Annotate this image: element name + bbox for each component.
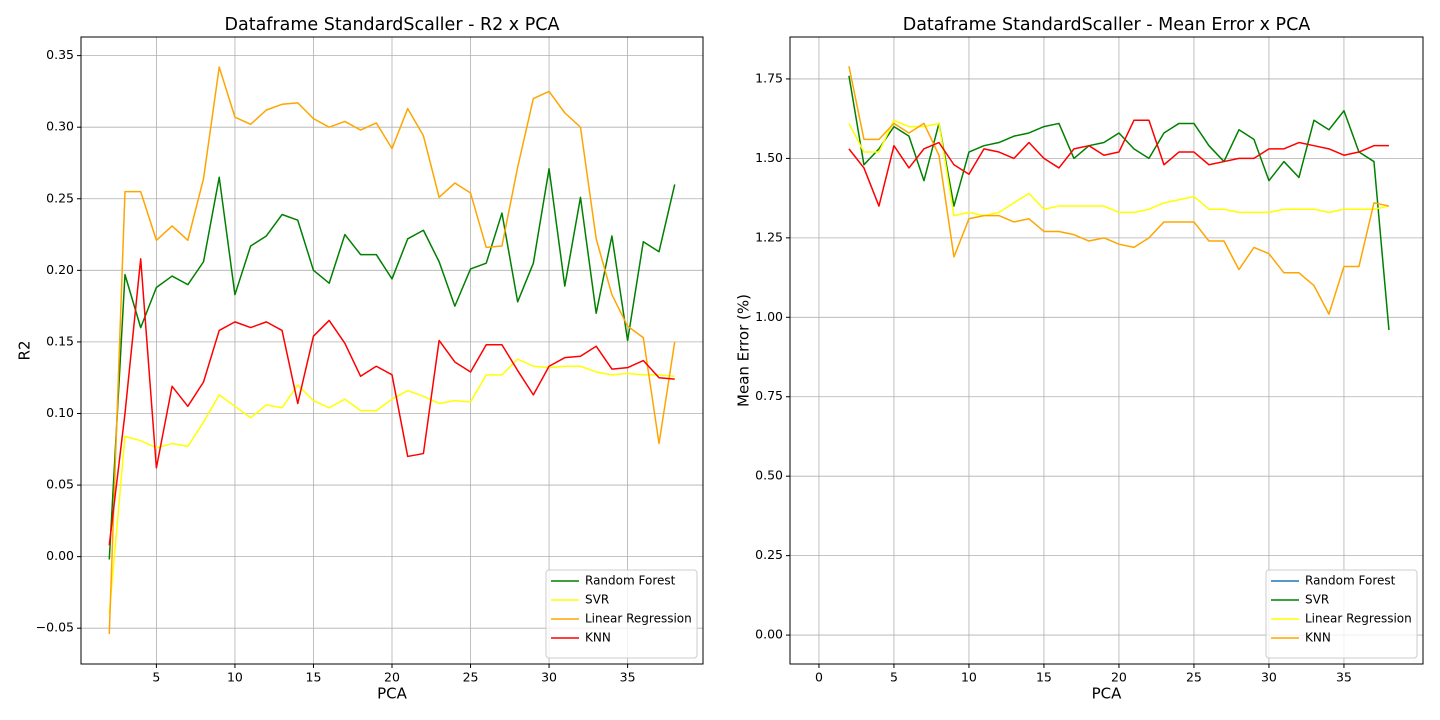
x-tick-label: 15 xyxy=(1036,670,1052,685)
subplot: 5 10 15 20 25 30 35 −0.05 0.00 0.05 0.10 0.15 0.20 0.… xyxy=(16,15,704,703)
y-tick-label: 0.15 xyxy=(46,333,74,348)
y-tick-label: 0.50 xyxy=(755,468,783,483)
legend-label: Random Forest xyxy=(1305,574,1396,588)
x-tick-label: 0 xyxy=(815,670,823,685)
y-tick-label: 1.25 xyxy=(755,229,783,244)
legend-label: Random Forest xyxy=(585,574,676,588)
y-tick-label: 0.25 xyxy=(755,547,783,562)
y-tick-label: 0.20 xyxy=(46,262,74,277)
subplot: 0 5 10 15 20 25 30 35 0.00 0.25 0.50 0.75 1.00 1.25 1.… xyxy=(735,15,1424,703)
x-tick-label: 5 xyxy=(152,670,160,685)
legend-label: SVR xyxy=(1305,593,1329,607)
series-line xyxy=(108,358,675,614)
series-line xyxy=(848,66,1390,315)
legend-label: SVR xyxy=(585,593,609,607)
x-tick-label: 5 xyxy=(890,670,898,685)
chart-title: Dataframe StandardScaller - R2 x PCA xyxy=(225,15,560,35)
chart-title: Dataframe StandardScaller - Mean Error x… xyxy=(903,15,1311,35)
series-line xyxy=(848,119,1390,217)
x-tick-label: 30 xyxy=(1261,670,1277,685)
y-tick-label: 0.30 xyxy=(46,119,74,134)
x-tick-label: 35 xyxy=(620,670,636,685)
legend-box xyxy=(545,569,698,659)
y-tick-label: 0.00 xyxy=(46,548,74,563)
y-tick-label: 0.25 xyxy=(46,190,74,205)
legend-label: KNN xyxy=(1305,631,1331,645)
axes-frame xyxy=(789,36,1424,665)
x-tick-label: 10 xyxy=(961,670,977,685)
legend-label: Linear Regression xyxy=(1305,612,1412,626)
x-tick-label: 25 xyxy=(463,670,479,685)
y-tick-label: 1.75 xyxy=(755,70,783,85)
series-line xyxy=(108,66,676,634)
x-tick-label: 10 xyxy=(227,670,243,685)
series-line xyxy=(108,167,676,560)
series-line xyxy=(848,119,1389,207)
y-tick-label: 0.05 xyxy=(46,477,74,492)
y-tick-label: 1.00 xyxy=(755,309,783,324)
x-tick-label: 35 xyxy=(1336,670,1352,685)
y-tick-label: 0.35 xyxy=(46,47,74,62)
legend: Random Forest SVR Linear Regression KNN xyxy=(545,569,698,659)
x-tick-label: 25 xyxy=(1186,670,1202,685)
y-tick-label: 0.10 xyxy=(46,405,74,420)
x-tick-label: 20 xyxy=(1111,670,1127,685)
y-axis-label: Mean Error (%) xyxy=(735,294,753,407)
legend-label: Linear Regression xyxy=(585,612,692,626)
axes-frame xyxy=(80,36,704,665)
x-tick-label: 20 xyxy=(384,670,400,685)
y-axis-label: R2 xyxy=(16,341,34,361)
x-axis-label: PCA xyxy=(377,685,408,703)
x-tick-label: 15 xyxy=(306,670,322,685)
legend-label: KNN xyxy=(585,631,611,645)
y-tick-label: −0.05 xyxy=(36,620,74,635)
y-tick-label: 1.50 xyxy=(755,150,783,165)
y-tick-label: 0.75 xyxy=(755,388,783,403)
legend: Random Forest SVR Linear Regression KNN xyxy=(1265,569,1418,659)
x-axis-label: PCA xyxy=(1092,685,1123,703)
x-tick-label: 30 xyxy=(541,670,557,685)
y-tick-label: 0.00 xyxy=(755,627,783,642)
legend-box xyxy=(1265,569,1418,659)
series-line xyxy=(108,258,675,546)
